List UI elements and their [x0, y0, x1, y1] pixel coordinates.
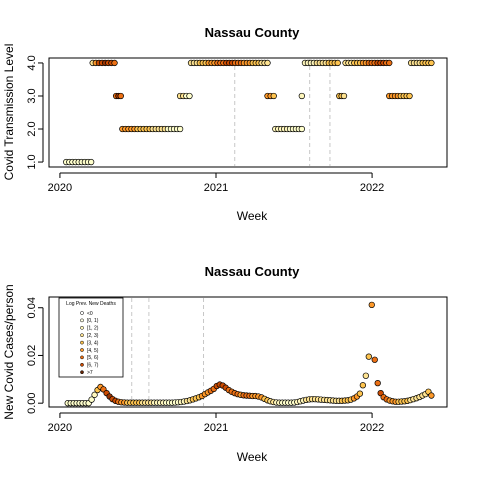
x-tick-label: 2022 [360, 182, 384, 194]
data-point [176, 125, 184, 133]
y-tick-label: 1.0 [26, 154, 38, 169]
x-axis-label: Week [237, 209, 268, 223]
data-point [87, 158, 95, 166]
legend-entry-label: [4, 5) [87, 348, 99, 354]
legend-entry-label: [3, 4) [87, 340, 99, 346]
legend-swatch [80, 370, 84, 375]
y-tick-label: 3.0 [26, 88, 38, 103]
data-point [111, 59, 118, 67]
data-point [340, 92, 348, 100]
legend-swatch [80, 325, 84, 330]
legend-title: Log Prev. New Deaths [66, 301, 116, 307]
reference-lines [234, 59, 331, 166]
legend-entry-label: [0, 1) [87, 318, 99, 324]
data-point [428, 392, 435, 399]
y-tick-label: 0.02 [26, 345, 38, 366]
x-axis-label: Week [237, 450, 268, 464]
legend-box [58, 297, 124, 378]
new-cases-plot: Nassau County 2020 2021 2022 0.000.020.04 … [2, 264, 448, 464]
y-tick-label: 0.04 [26, 297, 38, 318]
data-point [298, 125, 305, 133]
x-tick-label: 2020 [48, 422, 72, 434]
data-point [334, 59, 341, 67]
legend-swatch [80, 333, 84, 338]
data-point [374, 379, 381, 387]
data-point [270, 92, 277, 100]
chart-title: Nassau County [205, 25, 300, 40]
data-point [264, 59, 271, 67]
y-axis-label: New Covid Cases/person [2, 284, 16, 419]
data-point [428, 59, 435, 67]
x-tick-label: 2021 [204, 422, 228, 434]
data-points [63, 59, 435, 166]
legend-entry-label: [5, 6) [87, 355, 99, 361]
y-axis-label: Covid Transmission Level [2, 44, 16, 181]
y-axis: 1.0 2.0 3.0 4.0 [26, 55, 44, 170]
reference-lines [131, 298, 205, 406]
data-point [91, 391, 98, 398]
data-point [186, 92, 193, 100]
legend: Log Prev. New Deaths <0[0, 1) [1, 2)[2, 3… [58, 297, 124, 378]
y-tick-label: 0.00 [26, 392, 38, 413]
y-tick-label: 2.0 [26, 121, 38, 136]
x-axis: 2020 2021 2022 [48, 412, 384, 434]
data-point [362, 372, 369, 379]
legend-entry-label: [2, 3) [87, 333, 99, 339]
chart-title: Nassau County [205, 264, 300, 279]
data-point [365, 353, 372, 360]
transmission-level-plot: Nassau County 2020 2021 2022 1.02.03.04.0 … [2, 25, 448, 223]
legend-swatch [80, 340, 84, 345]
plot-frame [48, 57, 448, 168]
x-axis: 2020 2021 2022 [48, 172, 384, 194]
legend-swatch [80, 362, 84, 367]
y-tick-label: 4.0 [26, 55, 38, 70]
x-tick-label: 2020 [48, 182, 72, 194]
data-point [88, 396, 95, 403]
data-points [64, 301, 435, 407]
legend-swatch [80, 311, 84, 315]
legend-swatch [80, 348, 84, 352]
x-tick-label: 2022 [360, 422, 384, 434]
plot-frame [48, 296, 448, 408]
y-axis: 0.00 0.02 0.04 [26, 297, 44, 414]
legend-entry-label: >7 [87, 370, 93, 376]
data-point [368, 301, 375, 309]
data-point [117, 92, 124, 100]
data-point [359, 382, 367, 389]
legend-entry-label: [1, 2) [87, 326, 99, 332]
data-point [298, 92, 305, 100]
data-point [356, 390, 364, 397]
data-point [386, 59, 393, 67]
data-point [406, 92, 413, 100]
legend-swatch [80, 355, 84, 360]
legend-entry-label: [6, 7) [87, 363, 99, 369]
legend-entries: <0[0, 1) [1, 2)[2, 3)[3, 4) [4, 5)[5, 6) [6… [80, 311, 99, 376]
legend-entry-label: <0 [87, 311, 93, 317]
x-tick-label: 2021 [204, 182, 228, 194]
data-point [371, 356, 378, 363]
legend-swatch [80, 318, 84, 323]
